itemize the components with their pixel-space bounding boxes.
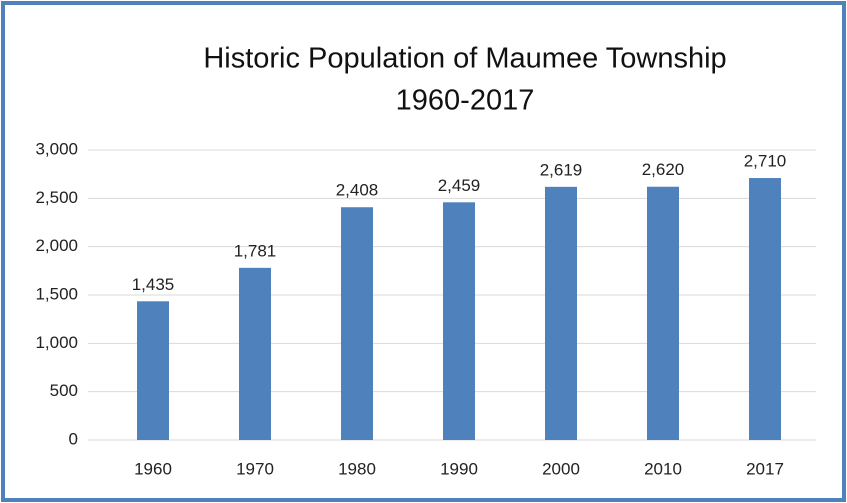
x-tick-label: 2017	[746, 459, 784, 478]
x-tick-label: 1990	[440, 459, 478, 478]
bar	[749, 178, 781, 441]
x-tick-label: 1970	[236, 459, 274, 478]
bar	[545, 186, 577, 440]
y-tick-label: 1,500	[35, 284, 78, 303]
x-tick-label: 1980	[338, 459, 376, 478]
bar	[137, 301, 169, 440]
data-label: 1,435	[132, 275, 175, 294]
y-tick-label: 500	[50, 381, 78, 400]
bar	[341, 207, 373, 440]
data-label: 1,781	[234, 241, 277, 260]
data-label: 2,408	[336, 181, 379, 200]
bar	[443, 202, 475, 440]
x-tick-label: 2010	[644, 459, 682, 478]
bar	[239, 267, 271, 440]
bar	[647, 186, 679, 440]
x-tick-label: 2000	[542, 459, 580, 478]
x-tick-label: 1960	[134, 459, 172, 478]
y-tick-label: 2,000	[35, 236, 78, 255]
y-tick-label: 1,000	[35, 333, 78, 352]
y-tick-label: 3,000	[35, 139, 78, 158]
y-tick-label: 0	[69, 429, 78, 448]
chart-subtitle: 1960-2017	[396, 85, 535, 117]
data-label: 2,459	[438, 176, 481, 195]
y-tick-label: 2,500	[35, 188, 78, 207]
data-label: 2,620	[642, 160, 685, 179]
data-label: 2,619	[540, 160, 583, 179]
data-label: 2,710	[744, 152, 787, 171]
chart-title: Historic Population of Maumee Township	[203, 43, 726, 75]
